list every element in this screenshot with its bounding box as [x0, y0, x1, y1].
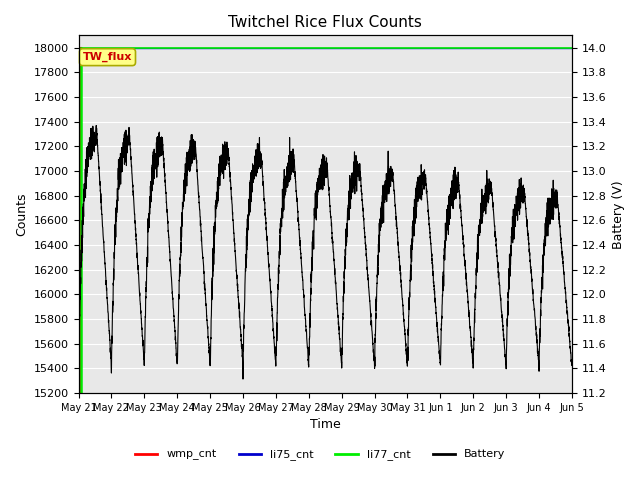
Legend: wmp_cnt, li75_cnt, li77_cnt, Battery: wmp_cnt, li75_cnt, li77_cnt, Battery	[131, 445, 509, 465]
Title: Twitchel Rice Flux Counts: Twitchel Rice Flux Counts	[228, 15, 422, 30]
Y-axis label: Battery (V): Battery (V)	[612, 180, 625, 249]
X-axis label: Time: Time	[310, 419, 340, 432]
Text: TW_flux: TW_flux	[83, 52, 132, 62]
Y-axis label: Counts: Counts	[15, 192, 28, 236]
